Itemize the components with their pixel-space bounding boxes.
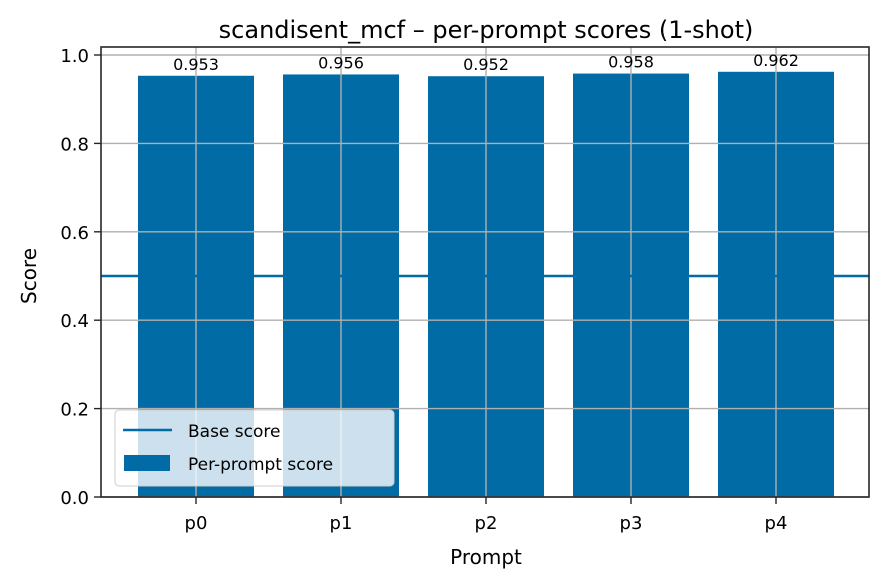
y-tick-label: 0.4 (60, 311, 89, 332)
y-tick-label: 0.6 (60, 223, 89, 244)
bar-value-labels: 0.953 0.956 0.952 0.958 0.962 (173, 51, 799, 74)
x-tick-label: p4 (765, 513, 788, 534)
x-axis-ticks: p0 p1 p2 p3 p4 (185, 497, 788, 534)
x-tick-label: p0 (185, 513, 208, 534)
bar-value-label: 0.962 (753, 51, 799, 70)
y-tick-label: 0.2 (60, 400, 89, 421)
y-axis-label: Score (17, 248, 41, 304)
axes-frame (100, 46, 870, 498)
legend-label-base-score: Base score (188, 422, 280, 442)
y-tick-label: 0.0 (60, 488, 89, 509)
bar-value-label: 0.958 (608, 53, 654, 72)
y-axis-ticks: 0.0 0.2 0.4 0.6 0.8 1.0 (60, 46, 101, 509)
legend-box (114, 409, 395, 487)
legend: Base score Per-prompt score (114, 409, 395, 487)
bar-value-label: 0.952 (463, 55, 509, 74)
chart-title: scandisent_mcf – per-prompt scores (1-sh… (219, 16, 754, 44)
x-axis-label: Prompt (450, 545, 522, 569)
bar-value-label: 0.956 (318, 53, 364, 72)
x-tick-label: p1 (330, 513, 353, 534)
y-tick-label: 1.0 (60, 46, 89, 67)
legend-label-per-prompt: Per-prompt score (188, 455, 333, 475)
legend-bar-icon (124, 455, 170, 471)
x-tick-label: p2 (475, 513, 498, 534)
y-tick-label: 0.8 (60, 134, 89, 155)
bar-value-label: 0.953 (173, 55, 219, 74)
x-tick-label: p3 (620, 513, 643, 534)
